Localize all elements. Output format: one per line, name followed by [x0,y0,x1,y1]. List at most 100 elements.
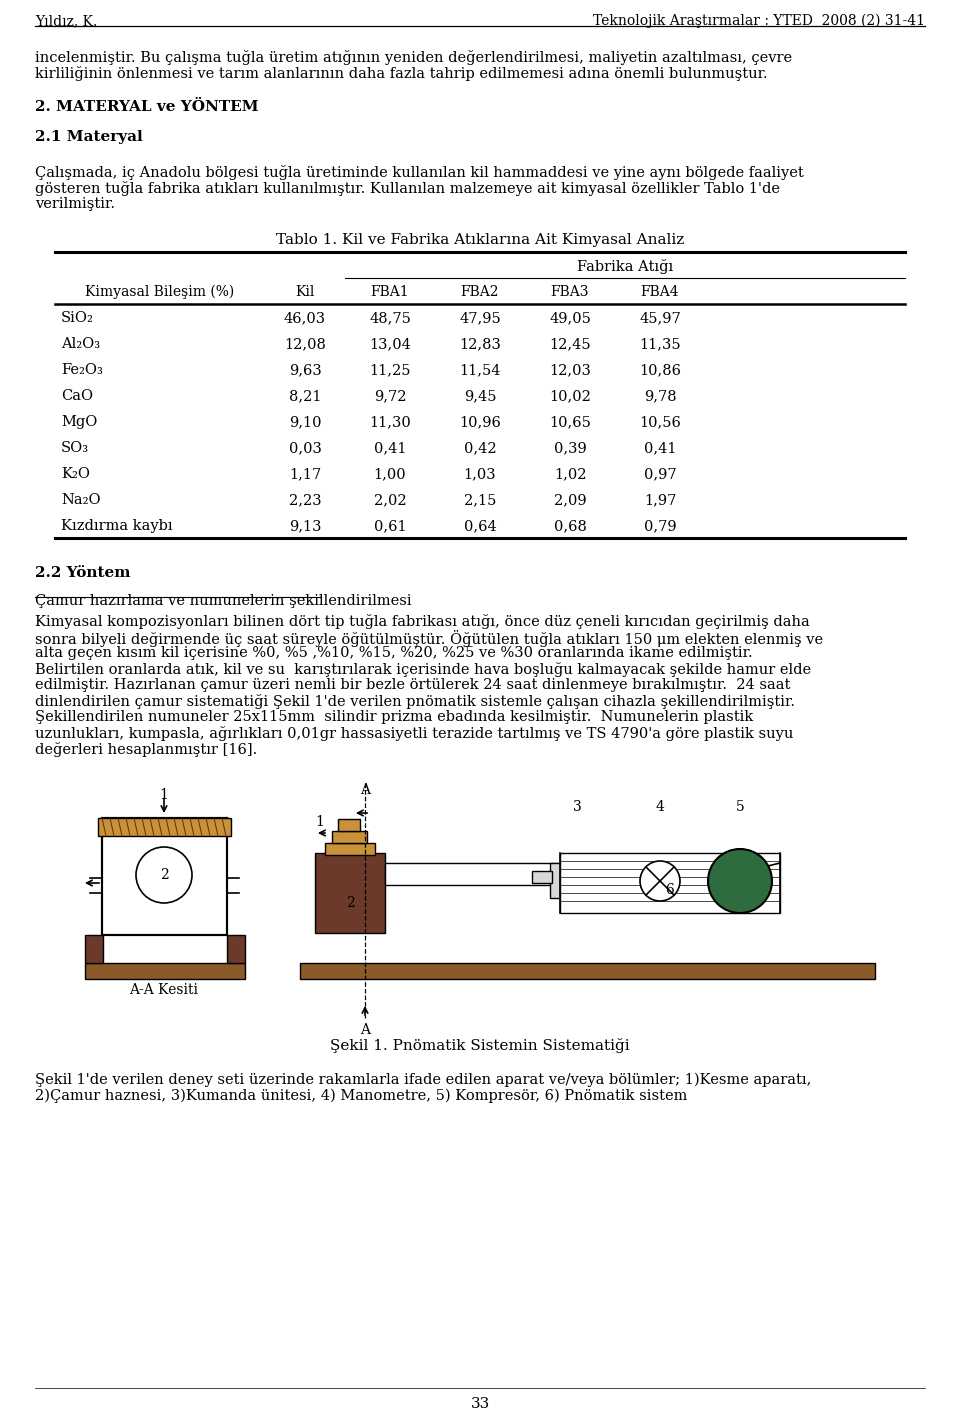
Text: Fabrika Atığı: Fabrika Atığı [577,258,673,274]
Text: 11,35: 11,35 [639,337,681,352]
Text: 9,78: 9,78 [644,388,676,402]
Text: 48,75: 48,75 [369,311,411,325]
Text: 33: 33 [470,1396,490,1411]
Bar [227,935,245,963]
Text: dinlendirilen çamur sistematiği Şekil 1'de verilen pnömatik sistemle çalışan cih: dinlendirilen çamur sistematiği Şekil 1'… [35,695,795,709]
Text: FBA2: FBA2 [461,285,499,299]
Text: 2. MATERYAL ve YÖNTEM: 2. MATERYAL ve YÖNTEM [35,100,258,114]
Text: 2.2 Yöntem: 2.2 Yöntem [35,566,131,580]
Text: değerleri hesaplanmıştır [16].: değerleri hesaplanmıştır [16]. [35,741,257,757]
Text: 2.1 Materyal: 2.1 Materyal [35,130,143,144]
Text: 1,00: 1,00 [373,467,406,481]
Text: 3: 3 [572,801,582,813]
Text: verilmiştir.: verilmiştir. [35,198,115,210]
Text: uzunlukları, kumpasla, ağırlıkları 0,01gr hassasiyetli terazide tartılmış ve TS : uzunlukları, kumpasla, ağırlıkları 0,01g… [35,726,793,741]
Text: 9,63: 9,63 [289,363,322,377]
Text: Kil: Kil [296,285,315,299]
Text: 2,02: 2,02 [373,493,406,507]
Text: 2)Çamur haznesi, 3)Kumanda ünitesi, 4) Manometre, 5) Kompresör, 6) Pnömatik sist: 2)Çamur haznesi, 3)Kumanda ünitesi, 4) M… [35,1089,687,1103]
Text: 8,21: 8,21 [289,388,322,402]
Text: 0,03: 0,03 [289,441,322,455]
Text: 2,09: 2,09 [554,493,587,507]
Text: 9,72: 9,72 [373,388,406,402]
Text: 1: 1 [159,788,168,802]
Text: Na₂O: Na₂O [61,493,101,507]
Circle shape [640,861,680,901]
Text: 45,97: 45,97 [639,311,681,325]
Text: FBA4: FBA4 [640,285,680,299]
Bar [332,832,367,843]
Text: 2: 2 [159,868,168,882]
Bar [300,963,875,979]
Text: 11,54: 11,54 [459,363,501,377]
Text: 13,04: 13,04 [369,337,411,352]
Text: Çamur hazırlama ve numunelerin şekillendirilmesi: Çamur hazırlama ve numunelerin şekillend… [35,594,412,609]
Bar [550,863,605,898]
Text: 0,41: 0,41 [644,441,676,455]
Text: 9,13: 9,13 [289,520,322,532]
Text: 9,10: 9,10 [289,415,322,429]
Text: 12,83: 12,83 [459,337,501,352]
Text: Şekil 1'de verilen deney seti üzerinde rakamlarla ifade edilen aparat ve/veya bö: Şekil 1'de verilen deney seti üzerinde r… [35,1073,811,1087]
Text: Kızdırma kaybı: Kızdırma kaybı [61,520,173,532]
Text: 12,45: 12,45 [549,337,590,352]
Text: 1,02: 1,02 [554,467,587,481]
Bar [85,935,103,963]
Text: Şekillendirilen numuneler 25x115mm  silindir prizma ebadında kesilmiştir.  Numun: Şekillendirilen numuneler 25x115mm silin… [35,710,754,724]
Text: 0,42: 0,42 [464,441,496,455]
Text: 49,05: 49,05 [549,311,591,325]
Text: FBA1: FBA1 [371,285,409,299]
Text: Fe₂O₃: Fe₂O₃ [61,363,103,377]
Circle shape [708,849,772,914]
Text: 10,96: 10,96 [459,415,501,429]
Text: 0,61: 0,61 [373,520,406,532]
Bar [532,871,552,882]
Text: sonra bilyeli değirmende üç saat süreyle öğütülmüştür. Öğütülen tuğla atıkları 1: sonra bilyeli değirmende üç saat süreyle… [35,630,823,647]
Bar [102,818,227,935]
Text: 11,30: 11,30 [370,415,411,429]
Text: Teknolojik Araştırmalar : YTED  2008 (2) 31-41: Teknolojik Araştırmalar : YTED 2008 (2) … [593,14,925,28]
Text: alta geçen kısım kil içerisine %0, %5 ,%10, %15, %20, %25 ve %30 oranlarında ika: alta geçen kısım kil içerisine %0, %5 ,%… [35,647,753,659]
Text: Çalışmada, iç Anadolu bölgesi tuğla üretiminde kullanılan kil hammaddesi ve yine: Çalışmada, iç Anadolu bölgesi tuğla üret… [35,165,804,179]
Bar [338,819,360,832]
Text: 1,03: 1,03 [464,467,496,481]
Text: CaO: CaO [61,388,93,402]
Bar [85,963,245,979]
Text: Şekil 1. Pnömatik Sistemin Sistematiği: Şekil 1. Pnömatik Sistemin Sistematiği [330,1038,630,1053]
Text: A: A [360,784,370,796]
Text: 12,03: 12,03 [549,363,591,377]
Text: Kimyasal kompozisyonları bilinen dört tip tuğla fabrikası atığı, önce düz çeneli: Kimyasal kompozisyonları bilinen dört ti… [35,614,809,628]
Text: 10,56: 10,56 [639,415,681,429]
Bar [315,853,385,933]
Text: 2,15: 2,15 [464,493,496,507]
Text: Tablo 1. Kil ve Fabrika Atıklarına Ait Kimyasal Analiz: Tablo 1. Kil ve Fabrika Atıklarına Ait K… [276,233,684,247]
Text: 12,08: 12,08 [284,337,326,352]
Text: A: A [360,1024,370,1036]
Text: edilmiştir. Hazırlanan çamur üzeri nemli bir bezle örtülerek 24 saat dinlenmeye : edilmiştir. Hazırlanan çamur üzeri nemli… [35,678,790,692]
Text: 9,45: 9,45 [464,388,496,402]
Text: 1: 1 [316,815,324,829]
Text: MgO: MgO [61,415,97,429]
Text: 4: 4 [656,801,664,813]
Text: 11,25: 11,25 [370,363,411,377]
Text: Al₂O₃: Al₂O₃ [61,337,100,352]
Text: 47,95: 47,95 [459,311,501,325]
Text: 0,64: 0,64 [464,520,496,532]
Bar [325,843,375,856]
Text: 0,41: 0,41 [373,441,406,455]
Text: 46,03: 46,03 [284,311,326,325]
Text: gösteren tuğla fabrika atıkları kullanılmıştır. Kullanılan malzemeye ait kimyasa: gösteren tuğla fabrika atıkları kullanıl… [35,181,780,196]
Text: Belirtilen oranlarda atık, kil ve su  karıştırılarak içerisinde hava boşluğu kal: Belirtilen oranlarda atık, kil ve su kar… [35,662,811,676]
Text: FBA3: FBA3 [551,285,589,299]
Text: 6: 6 [665,882,674,897]
Text: incelenmiştir. Bu çalışma tuğla üretim atığının yeniden değerlendirilmesi, maliy: incelenmiştir. Bu çalışma tuğla üretim a… [35,49,792,65]
Text: 0,39: 0,39 [554,441,587,455]
Text: SiO₂: SiO₂ [61,311,94,325]
Circle shape [136,847,192,904]
Text: 0,68: 0,68 [554,520,587,532]
Text: 10,65: 10,65 [549,415,591,429]
Text: 2: 2 [346,897,354,909]
Text: kirliliğinin önlenmesi ve tarım alanlarının daha fazla tahrip edilmemesi adına ö: kirliliğinin önlenmesi ve tarım alanları… [35,66,768,80]
Text: 10,86: 10,86 [639,363,681,377]
Text: Yıldız, K.: Yıldız, K. [35,14,97,28]
